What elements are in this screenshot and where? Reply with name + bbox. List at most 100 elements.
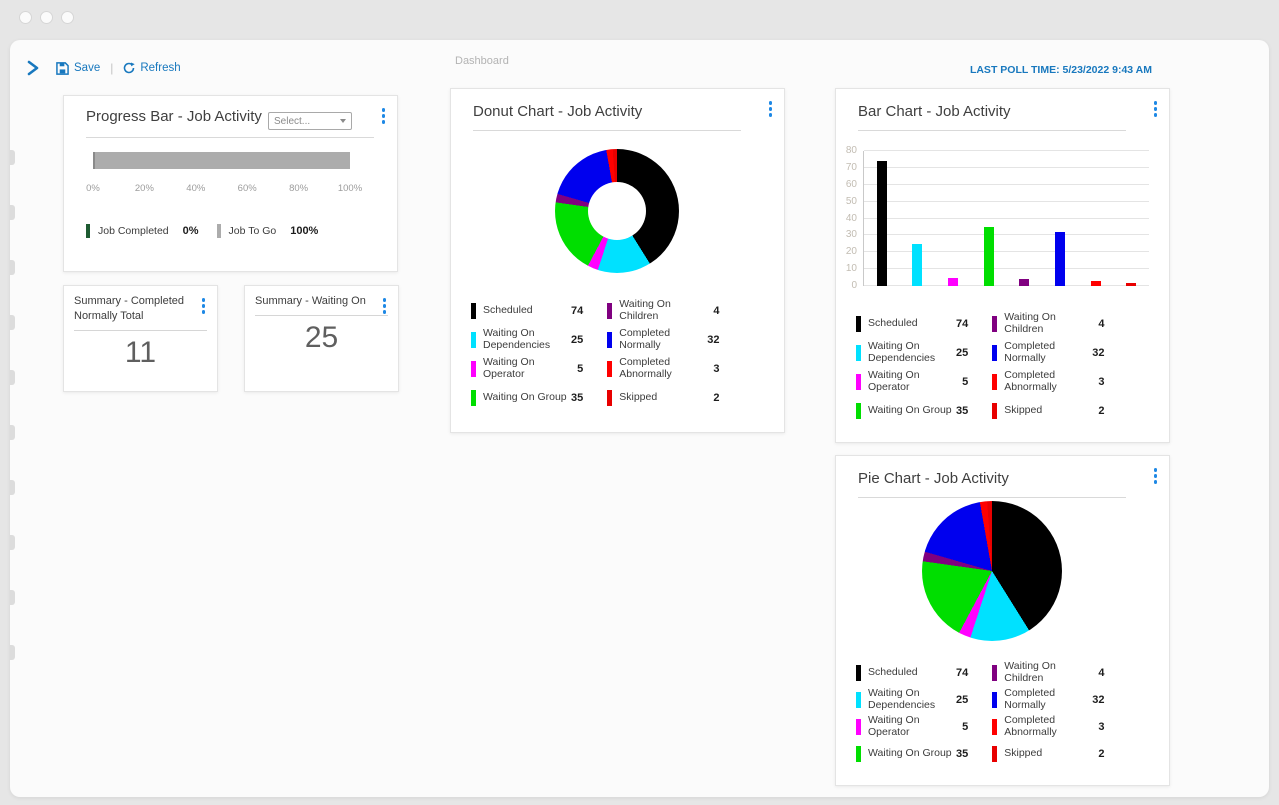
legend-swatch	[856, 315, 861, 332]
legend-label: Skipped	[1004, 746, 1043, 759]
axis-tick-label: 40%	[186, 183, 206, 194]
legend-value: 35	[956, 747, 969, 760]
legend-item: Waiting On Dependencies 25	[856, 340, 992, 365]
pie-chart	[922, 501, 1062, 641]
kebab-menu-button[interactable]	[379, 105, 389, 127]
bar-chart-bars	[864, 151, 1149, 286]
axis-tick-label: 0%	[86, 183, 100, 194]
card-header: Progress Bar - Job Activity	[86, 108, 374, 138]
legend-label: Job To Go	[228, 225, 277, 237]
legend-swatch	[856, 344, 861, 361]
legend-value: 32	[1092, 693, 1105, 706]
legend-swatch	[471, 302, 476, 319]
donut-chart	[555, 149, 679, 273]
toolbar-divider: |	[110, 61, 114, 75]
legend-item: Completed Abnormally 3	[992, 713, 1128, 739]
save-button[interactable]: Save	[56, 61, 100, 75]
legend-item: Waiting On Group 35	[471, 389, 607, 406]
refresh-label: Refresh	[140, 62, 181, 74]
gridline	[864, 183, 1149, 185]
legend-item: Skipped 2	[992, 745, 1128, 762]
left-rail-tick	[10, 590, 15, 605]
kebab-dot	[201, 298, 205, 302]
card-header: Donut Chart - Job Activity	[473, 103, 741, 131]
card-title: Donut Chart - Job Activity	[473, 103, 643, 120]
legend-swatch	[992, 373, 998, 390]
legend-label: Completed Abnormally	[1004, 713, 1057, 738]
kebab-menu-button[interactable]	[1151, 98, 1161, 120]
kebab-dot	[201, 310, 205, 314]
legend-value: 4	[713, 304, 720, 317]
legend-item: Completed Abnormally 3	[607, 355, 743, 381]
legend-item: Job To Go 100%	[216, 224, 318, 238]
legend-value: 5	[962, 720, 969, 733]
y-axis-tick-label: 20	[845, 246, 857, 258]
kebab-dot	[1153, 468, 1157, 472]
donut-chart-card: Donut Chart - Job Activity Scheduled 74 Wa…	[450, 88, 785, 433]
last-poll-time: LAST POLL TIME: 5/23/2022 9:43 AM	[969, 64, 1152, 76]
legend-item: Waiting On Operator 5	[856, 369, 992, 394]
legend-swatch	[856, 718, 861, 735]
progress-legend: Job Completed 0% Job To Go 100%	[86, 224, 318, 238]
legend-label: Completed Normally	[1004, 686, 1056, 711]
legend-item: Completed Normally 32	[992, 340, 1128, 365]
legend-value: 0%	[182, 225, 199, 237]
window-dot-3[interactable]	[61, 11, 74, 24]
progress-bar-card: Progress Bar - Job Activity Select... 0%…	[63, 95, 398, 272]
legend-value: 4	[1098, 317, 1105, 330]
left-rail-tick	[10, 370, 15, 385]
legend-item: Completed Normally 32	[992, 686, 1128, 712]
kebab-menu-button[interactable]	[199, 295, 209, 317]
legend-label: Completed Abnormally	[619, 355, 672, 380]
chart-legend: Scheduled 74 Waiting On Dependencies 25 Wait…	[856, 659, 1128, 767]
kebab-dot	[382, 310, 386, 314]
gridline	[864, 217, 1149, 219]
legend-swatch	[992, 718, 998, 735]
legend-value: 32	[707, 333, 720, 346]
window-dot-1[interactable]	[19, 11, 32, 24]
bar-scheduled	[876, 161, 887, 286]
legend-item: Waiting On Dependencies 25	[471, 326, 607, 352]
axis-tick-label: 20%	[134, 183, 154, 194]
kebab-menu-button[interactable]	[766, 98, 776, 120]
legend-label: Waiting On Group	[868, 403, 952, 416]
legend-item: Job Completed 0%	[86, 224, 199, 238]
summary-value: 11	[124, 335, 157, 369]
legend-label: Skipped	[1004, 403, 1043, 416]
expand-sidebar-button[interactable]	[26, 60, 40, 76]
legend-swatch	[856, 664, 861, 681]
legend-label: Waiting On Operator	[483, 355, 535, 380]
legend-item: Waiting On Group 35	[856, 402, 992, 419]
legend-item: Scheduled 74	[856, 315, 992, 332]
kebab-menu-button[interactable]	[1151, 465, 1161, 487]
toolbar: Save | Refresh	[26, 60, 181, 76]
legend-item: Completed Abnormally 3	[992, 369, 1128, 394]
legend-label: Job Completed	[98, 225, 169, 237]
legend-value: 5	[962, 375, 969, 388]
progress-fill	[93, 152, 350, 169]
left-rail-tick	[10, 535, 15, 550]
legend-value: 74	[571, 304, 584, 317]
window-dot-2[interactable]	[40, 11, 53, 24]
legend-item: Skipped 2	[607, 389, 743, 406]
bar-skipped	[1126, 282, 1137, 286]
kebab-menu-button[interactable]	[380, 295, 390, 317]
legend-value: 32	[1092, 346, 1105, 359]
axis-tick-label: 80%	[289, 183, 309, 194]
gridline	[864, 200, 1149, 202]
legend-item: Waiting On Children 4	[992, 311, 1128, 336]
legend-value: 3	[713, 362, 720, 375]
legend-item: Completed Normally 32	[607, 327, 743, 352]
refresh-button[interactable]: Refresh	[123, 62, 181, 74]
legend-swatch	[856, 691, 861, 708]
legend-swatch	[992, 344, 998, 361]
summary-completed-normally-card: Summary - Completed Normally Total 11	[63, 285, 218, 392]
bar-completed-abnormally	[1090, 280, 1101, 286]
kebab-dot	[201, 304, 205, 308]
kebab-dot	[1153, 107, 1157, 111]
axis-tick-label: 100%	[337, 183, 363, 194]
job-filter-select[interactable]: Select...	[268, 112, 352, 130]
summary-waiting-on-card: Summary - Waiting On 25	[244, 285, 399, 392]
legend-label: Waiting On Dependencies	[483, 326, 551, 351]
left-rail-tick	[10, 315, 15, 330]
